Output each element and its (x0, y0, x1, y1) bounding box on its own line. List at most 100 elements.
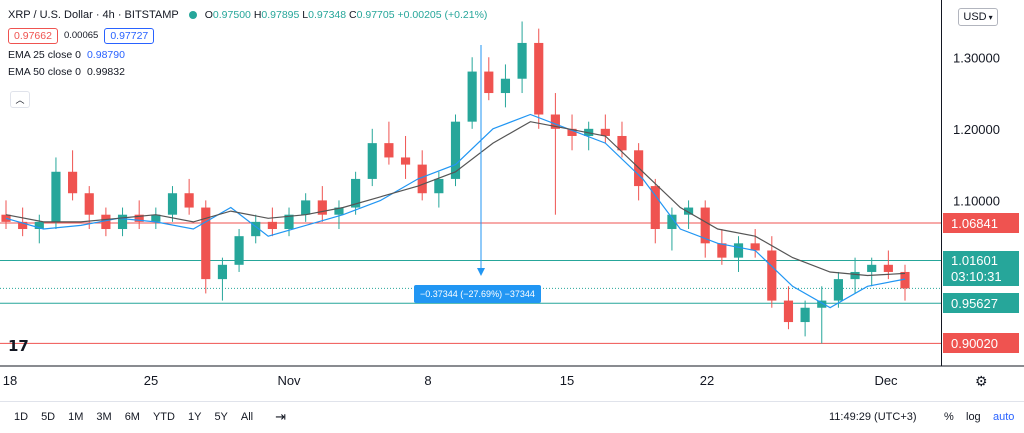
candle-body (667, 214, 677, 230)
candle-body (417, 164, 427, 194)
price-chart[interactable]: 18 25 Nov 8 15 22 Dec 1.30000 1.20000 1.10000 1.0… (0, 0, 1024, 400)
ema25-legend[interactable]: EMA 25 close 0 0.98790 (8, 45, 487, 64)
candle-body (517, 42, 527, 79)
high-value: 0.97895 (261, 8, 300, 21)
x-tick-label: Dec (874, 373, 898, 388)
candle-body (400, 157, 411, 165)
tf-6m[interactable]: 6M (124, 410, 140, 423)
candle-body (600, 128, 610, 136)
price-level-label: 1.06841 (943, 213, 1019, 233)
price-level-label: 1.01601 (943, 250, 1019, 271)
ema25-label: EMA 25 close 0 (8, 48, 81, 61)
collapse-legend-button[interactable]: ︿ (10, 91, 30, 108)
auto-toggle[interactable]: auto (993, 410, 1015, 423)
goto-date-icon[interactable]: ⇥ (275, 408, 287, 424)
tf-5d[interactable]: 5D (41, 410, 56, 423)
candle-body (334, 207, 344, 215)
candle-body (733, 243, 744, 258)
clock[interactable]: 11:49:29 (UTC+3) (829, 410, 917, 423)
candle-body (883, 264, 893, 272)
tf-1d[interactable]: 1D (14, 410, 29, 423)
candle-body (51, 171, 61, 222)
price-level-label: 0.95627 (943, 293, 1019, 314)
ema-lines (5, 113, 906, 309)
percent-toggle[interactable]: % (944, 410, 954, 423)
candle-body (151, 214, 161, 222)
candle-body (201, 207, 211, 280)
ohlc-values: O0.97500 H0.97895 L0.97348 C0.97705 +0.0… (205, 9, 488, 21)
sell-button[interactable]: 0.97662 (8, 27, 58, 44)
candle-body (783, 300, 794, 323)
buy-button[interactable]: 0.97727 (104, 27, 155, 44)
candle-body (750, 243, 760, 251)
candle-body (467, 71, 477, 122)
candle-body (267, 221, 277, 230)
candle-body (550, 114, 560, 129)
candle-body (367, 143, 377, 179)
candle-body (68, 171, 78, 194)
candle-body (683, 207, 694, 215)
tf-1m[interactable]: 1M (68, 410, 84, 423)
candle-body (184, 193, 194, 208)
candle-body (567, 128, 577, 136)
candle-body (34, 221, 44, 230)
candle-body (817, 300, 827, 308)
measure-tool (477, 45, 485, 276)
candle-body (833, 279, 843, 301)
ema25-value: 0.98790 (86, 48, 125, 61)
ema50-label: EMA 50 close 0 (8, 65, 81, 78)
candle-body (900, 271, 910, 289)
close-value: 0.97705 (356, 8, 395, 21)
tradingview-logo[interactable]: 𝟭𝟳 (8, 338, 29, 355)
tf-ytd[interactable]: YTD (152, 410, 175, 423)
price-level-label: 0.90020 (943, 333, 1019, 354)
low-value: 0.97348 (308, 8, 347, 21)
candle-body (234, 236, 244, 265)
open-label: O (204, 8, 213, 21)
tf-5y[interactable]: 5Y (214, 410, 228, 423)
measure-label[interactable]: −0.37344 (−27.69%) −37344 (414, 285, 541, 303)
candle-body (84, 193, 94, 215)
tf-1y[interactable]: 1Y (187, 410, 202, 423)
price-level-lines (0, 222, 941, 344)
candle-body (217, 264, 228, 280)
x-tick-label: 18 (3, 373, 17, 388)
candle-body (500, 78, 511, 94)
candle-body (251, 221, 261, 237)
log-toggle[interactable]: log (966, 410, 981, 423)
x-tick-label: 25 (144, 373, 158, 388)
ema50-legend[interactable]: EMA 50 close 0 0.99832 (8, 62, 487, 81)
candle-body (18, 221, 28, 230)
candle-body (134, 214, 144, 222)
trade-row: 0.97662 0.00065 0.97727 (8, 26, 487, 45)
candle-body (301, 200, 311, 215)
candle-body (284, 214, 294, 230)
chart-legend: XRP / U.S. Dollar · 4h · BITSTAMP O0.975… (8, 5, 487, 81)
chevron-down-icon: ▾ (988, 12, 993, 22)
symbol-title[interactable]: XRP / U.S. Dollar · 4h · BITSTAMP (8, 8, 179, 21)
countdown-label: 03:10:31 (943, 266, 1019, 286)
candle-body (450, 121, 461, 179)
countdown-value: 03:10:31 (951, 268, 1002, 284)
candle-body (800, 307, 810, 323)
candle-body (101, 214, 111, 230)
candle-body (434, 178, 444, 194)
timeframe-bar: 1D 5D 1M 3M 6M YTD 1Y 5Y All ⇥ 11:49:29 … (0, 401, 1024, 431)
price-axis[interactable] (941, 0, 1024, 366)
close-label: C (349, 8, 357, 21)
legend-symbol-row: XRP / U.S. Dollar · 4h · BITSTAMP O0.975… (8, 5, 487, 24)
change-value: +0.00205 (+0.21%) (397, 8, 488, 21)
tf-3m[interactable]: 3M (96, 410, 112, 423)
candle-body (117, 214, 128, 230)
tf-all[interactable]: All (240, 410, 254, 423)
ema25-line (5, 113, 906, 309)
y-tick-label: 1.10000 (953, 193, 1000, 208)
candle-body (767, 250, 777, 301)
currency-selector[interactable]: USD ▾ (958, 8, 998, 26)
gear-icon[interactable]: ⚙ (975, 373, 988, 389)
candle-body (534, 42, 544, 115)
high-label: H (253, 8, 262, 21)
low-label: L (302, 8, 309, 21)
candle-body (867, 264, 877, 272)
candle-body (1, 214, 11, 222)
